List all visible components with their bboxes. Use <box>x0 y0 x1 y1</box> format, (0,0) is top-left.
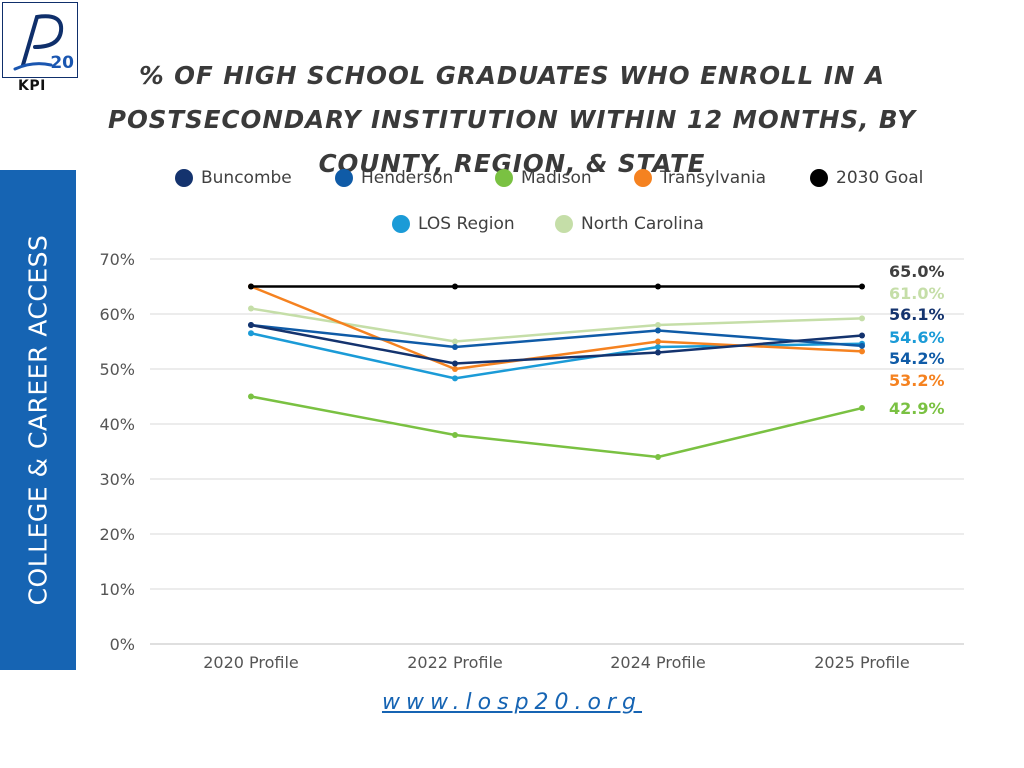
legend-item-transylvania: Transylvania <box>634 165 766 191</box>
data-label: 61.0% <box>889 284 945 303</box>
legend-swatch <box>810 169 828 187</box>
y-tick-label: 40% <box>99 415 135 434</box>
data-point <box>452 432 458 438</box>
legend-label: Henderson <box>361 168 454 188</box>
x-tick-label: 2022 Profile <box>407 653 503 672</box>
data-point <box>859 405 865 412</box>
y-tick-label: 60% <box>99 305 135 324</box>
data-point <box>655 344 661 350</box>
legend-label: Transylvania <box>660 168 767 188</box>
data-label: 53.2% <box>889 371 945 390</box>
data-point <box>859 283 865 290</box>
data-point <box>655 327 661 334</box>
x-tick-label: 2024 Profile <box>610 653 706 672</box>
data-label: 56.1% <box>889 305 945 324</box>
title-line: POSTSECONDARY INSTITUTION WITHIN 12 MONT… <box>107 105 917 134</box>
data-point <box>655 283 661 290</box>
footer-link[interactable]: www.losp20.org <box>381 690 643 715</box>
y-tick-label: 70% <box>99 250 135 269</box>
legend-label: North Carolina <box>581 214 704 234</box>
data-point <box>248 330 254 337</box>
data-point <box>655 349 661 356</box>
y-tick-label: 0% <box>110 635 135 654</box>
legend-swatch <box>392 215 410 233</box>
x-tick-label: 2020 Profile <box>203 653 299 672</box>
data-point <box>655 338 661 345</box>
data-point <box>452 366 458 372</box>
logo-number: 20 <box>50 53 74 73</box>
data-point <box>655 322 661 328</box>
data-point <box>859 342 865 349</box>
legend-row-1: Buncombe Henderson Madison Transylvania … <box>90 165 970 191</box>
data-point <box>452 338 458 345</box>
side-band <box>0 170 76 670</box>
title-line: % OF HIGH SCHOOL GRADUATES WHO ENROLL IN… <box>139 61 885 90</box>
legend-label: Buncombe <box>201 168 292 188</box>
series-line <box>250 323 863 349</box>
legend-item-madison: Madison <box>495 165 592 191</box>
data-label: 54.2% <box>889 349 945 368</box>
legend-item-buncombe: Buncombe <box>175 165 292 191</box>
data-point <box>859 332 865 339</box>
legend-swatch <box>495 169 513 187</box>
data-point <box>452 283 458 290</box>
legend-label: Madison <box>521 168 592 188</box>
legend-item-henderson: Henderson <box>335 165 453 191</box>
legend-item-north-carolina: North Carolina <box>555 211 704 237</box>
data-label: 65.0% <box>889 262 945 281</box>
data-point <box>452 375 458 382</box>
legend-item-los-region: LOS Region <box>392 211 515 237</box>
series-line <box>250 323 863 365</box>
logo: 20 <box>2 2 78 78</box>
data-label: 54.6% <box>889 328 945 347</box>
data-point <box>248 305 254 312</box>
legend-item-2030-goal: 2030 Goal <box>810 165 923 191</box>
logo-p-mark <box>13 14 64 71</box>
data-point <box>248 393 254 400</box>
logo-caption: KPI <box>18 78 46 94</box>
legend-label: LOS Region <box>418 214 515 234</box>
legend-swatch <box>634 169 652 187</box>
y-tick-label: 30% <box>99 470 135 489</box>
data-point <box>248 283 254 290</box>
legend-row-2: LOS Region North Carolina <box>90 211 970 237</box>
data-point <box>859 315 865 322</box>
data-point <box>859 348 865 355</box>
data-label: 42.9% <box>889 399 945 418</box>
y-tick-label: 50% <box>99 360 135 379</box>
legend-swatch <box>555 215 573 233</box>
x-tick-label: 2025 Profile <box>814 653 910 672</box>
series-line <box>250 395 863 459</box>
data-point <box>248 322 254 328</box>
y-tick-label: 20% <box>99 525 135 544</box>
legend-label: 2030 Goal <box>836 168 924 188</box>
data-point <box>452 344 458 350</box>
series-line <box>250 307 863 343</box>
legend-swatch <box>335 169 353 187</box>
y-tick-label: 10% <box>99 580 135 599</box>
data-point <box>452 360 458 367</box>
series-line <box>250 285 863 371</box>
legend-swatch <box>175 169 193 187</box>
data-point <box>655 454 661 460</box>
